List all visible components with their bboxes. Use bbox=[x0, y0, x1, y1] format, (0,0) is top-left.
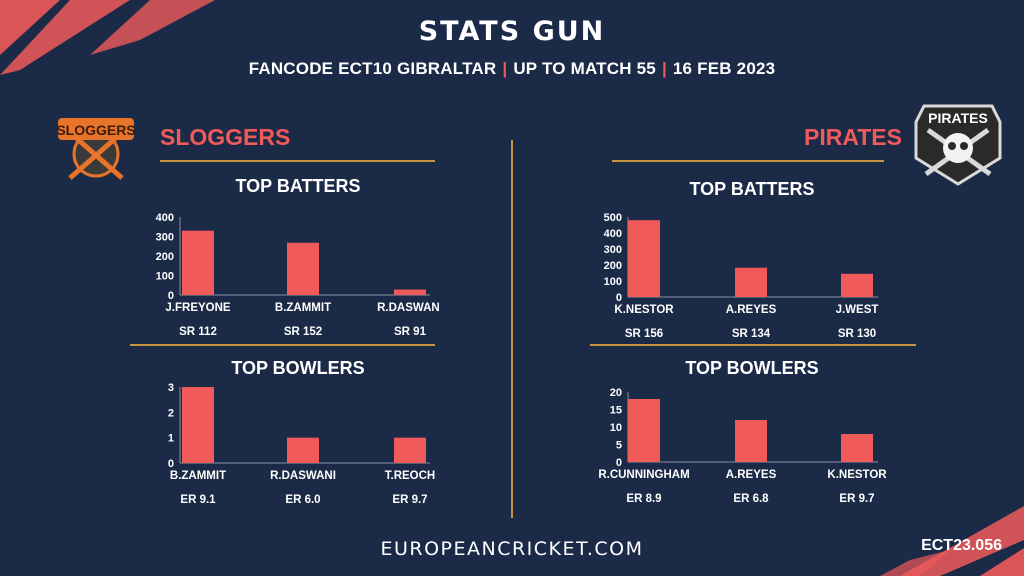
chart-sloggers-batters: 0 100 200 300 400 J.FREYONE SR 112 B.ZAMMIT SR 1… bbox=[156, 212, 440, 338]
pirates-logo: PIRATES bbox=[912, 102, 1004, 186]
stat-sublabel: ER 6.0 bbox=[285, 494, 320, 506]
bar bbox=[841, 434, 873, 462]
bar bbox=[628, 220, 660, 297]
divider bbox=[590, 344, 916, 346]
y-tick-label: 15 bbox=[610, 405, 622, 417]
stat-sublabel: SR 91 bbox=[394, 326, 427, 338]
subtitle-match: UP TO MATCH 55 bbox=[513, 59, 656, 78]
bar bbox=[394, 289, 426, 295]
y-tick-label: 300 bbox=[156, 232, 174, 244]
chart-sloggers-bowlers: 0 1 2 3 B.ZAMMIT ER 9.1 R.DASWANI ER 6.0 T.REOCH… bbox=[168, 382, 435, 506]
bar bbox=[287, 242, 319, 295]
category-label: J.WEST bbox=[836, 304, 879, 316]
stat-sublabel: SR 156 bbox=[625, 328, 663, 340]
category-label: T.REOCH bbox=[385, 470, 435, 482]
sloggers-logo: SLOGGERS bbox=[56, 108, 136, 188]
category-label: B.ZAMMIT bbox=[170, 470, 226, 482]
subtitle-separator: | bbox=[502, 59, 508, 78]
category-label: J.FREYONE bbox=[165, 302, 231, 314]
bar bbox=[287, 437, 319, 463]
chart-pirates-batters: 0 100 200 300 400 500 K.NESTOR SR 156 A.REYES SR … bbox=[604, 212, 879, 340]
category-label: A.REYES bbox=[726, 304, 777, 316]
y-tick-label: 5 bbox=[616, 440, 622, 452]
y-tick-label: 400 bbox=[156, 212, 174, 224]
stat-sublabel: SR 152 bbox=[284, 326, 322, 338]
team-name-sloggers: SLOGGERS bbox=[160, 124, 291, 150]
footer-code: ECT23.056 bbox=[921, 537, 1002, 554]
y-tick-label: 0 bbox=[168, 290, 174, 302]
section-title-sloggers-batters: TOP BATTERS bbox=[235, 176, 361, 196]
bar bbox=[394, 437, 426, 463]
y-tick-label: 400 bbox=[604, 228, 622, 240]
page-title: STATS GUN bbox=[418, 16, 606, 47]
bar bbox=[182, 230, 214, 295]
y-tick-label: 10 bbox=[610, 422, 622, 434]
decor-slashes-bottom-right bbox=[880, 506, 1024, 576]
divider bbox=[130, 344, 435, 346]
y-tick-label: 0 bbox=[168, 458, 174, 470]
y-tick-label: 0 bbox=[616, 292, 622, 304]
pirates-logo-text: PIRATES bbox=[928, 110, 988, 126]
stat-sublabel: ER 8.9 bbox=[626, 493, 661, 505]
subtitle-separator: | bbox=[661, 59, 667, 78]
center-divider bbox=[511, 140, 513, 518]
category-label: R.DASWANI bbox=[270, 470, 336, 482]
footer-site[interactable]: EUROPEANCRICKET.COM bbox=[380, 538, 644, 560]
section-title-sloggers-bowlers: TOP BOWLERS bbox=[231, 358, 365, 378]
chart-pirates-bowlers: 0 5 10 15 20 R.CUNNINGHAM ER 8.9 A.REYES ER 6.8 K… bbox=[598, 387, 887, 505]
stat-sublabel: ER 9.1 bbox=[180, 494, 216, 506]
category-label: K.NESTOR bbox=[827, 469, 887, 481]
category-label: B.ZAMMIT bbox=[275, 302, 331, 314]
bar bbox=[182, 387, 214, 463]
bar bbox=[841, 273, 873, 297]
category-label: R.CUNNINGHAM bbox=[598, 469, 689, 481]
y-tick-label: 1 bbox=[168, 433, 174, 445]
subtitle-date: 16 FEB 2023 bbox=[672, 59, 776, 78]
decor-slashes-top-left bbox=[0, 0, 215, 75]
stat-sublabel: SR 130 bbox=[838, 328, 876, 340]
stat-sublabel: SR 112 bbox=[179, 326, 217, 338]
y-tick-label: 3 bbox=[168, 382, 174, 394]
y-tick-label: 200 bbox=[156, 251, 174, 263]
bar bbox=[628, 399, 660, 462]
stat-sublabel: ER 9.7 bbox=[839, 493, 874, 505]
y-tick-label: 200 bbox=[604, 260, 622, 272]
category-label: R.DASWANI bbox=[377, 302, 440, 314]
stat-sublabel: ER 6.8 bbox=[733, 493, 769, 505]
category-label: A.REYES bbox=[726, 469, 777, 481]
stat-sublabel: SR 134 bbox=[732, 328, 771, 340]
divider bbox=[160, 160, 435, 162]
stat-sublabel: ER 9.7 bbox=[392, 494, 427, 506]
y-tick-label: 300 bbox=[604, 244, 622, 256]
y-tick-label: 500 bbox=[604, 212, 622, 224]
category-label: K.NESTOR bbox=[614, 304, 674, 316]
section-title-pirates-bowlers: TOP BOWLERS bbox=[685, 358, 819, 378]
subtitle-competition: FANCODE ECT10 GIBRALTAR bbox=[248, 59, 497, 78]
bar bbox=[735, 420, 767, 462]
y-tick-label: 2 bbox=[168, 407, 174, 419]
y-tick-label: 20 bbox=[610, 387, 622, 399]
page-subtitle: FANCODE ECT10 GIBRALTAR | UP TO MATCH 55 | 1… bbox=[0, 59, 1024, 79]
sloggers-logo-text: SLOGGERS bbox=[56, 122, 135, 138]
section-title-pirates-batters: TOP BATTERS bbox=[689, 179, 815, 199]
team-name-pirates: PIRATES bbox=[804, 124, 902, 150]
bar bbox=[735, 267, 767, 297]
divider bbox=[612, 160, 884, 162]
y-tick-label: 100 bbox=[604, 276, 622, 288]
y-tick-label: 100 bbox=[156, 271, 174, 283]
y-tick-label: 0 bbox=[616, 457, 622, 469]
